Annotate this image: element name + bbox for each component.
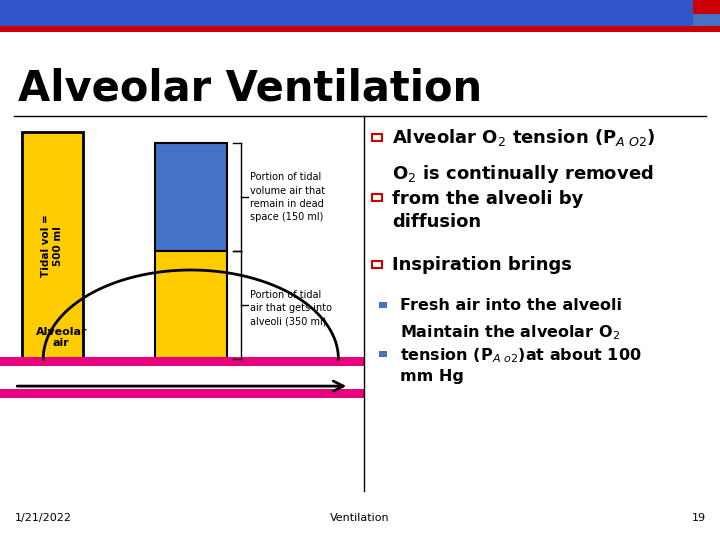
- Text: Portion of tidal
volume air that
remain in dead
space (150 ml): Portion of tidal volume air that remain …: [250, 172, 325, 222]
- Text: 1/21/2022: 1/21/2022: [14, 514, 71, 523]
- Text: Portion of tidal
air that gets into
alveoli (350 ml): Portion of tidal air that gets into alve…: [250, 289, 332, 326]
- Bar: [0, 357, 364, 366]
- Text: Alveolar O$_2$ tension (P$_{A\ O2}$): Alveolar O$_2$ tension (P$_{A\ O2}$): [392, 127, 656, 148]
- Bar: [372, 193, 382, 200]
- Text: Fresh air into the alveoli: Fresh air into the alveoli: [400, 298, 621, 313]
- Bar: [372, 261, 382, 268]
- Bar: [693, 0, 720, 26]
- Text: Tidal vol =
500 ml: Tidal vol = 500 ml: [42, 214, 63, 277]
- Text: 19: 19: [691, 514, 706, 523]
- Text: Maintain the alveolar O$_2$
tension (P$_{A\ o2}$)at about 100
mm Hg: Maintain the alveolar O$_2$ tension (P$_…: [400, 323, 642, 384]
- Text: Inspiration brings: Inspiration brings: [392, 255, 572, 274]
- Bar: [372, 134, 382, 141]
- Bar: [22, 132, 83, 359]
- Bar: [0, 0, 720, 26]
- Bar: [0, 389, 364, 398]
- Text: Alveolar
air: Alveolar air: [35, 327, 87, 348]
- Bar: [379, 351, 387, 356]
- Bar: [0, 26, 720, 32]
- Bar: [155, 251, 227, 359]
- Text: O$_2$ is continually removed
from the alveoli by
diffusion: O$_2$ is continually removed from the al…: [392, 163, 654, 231]
- Bar: [155, 143, 227, 251]
- Text: Ventilation: Ventilation: [330, 514, 390, 523]
- Bar: [693, 14, 720, 26]
- Bar: [379, 302, 387, 308]
- Text: Alveolar Ventilation: Alveolar Ventilation: [18, 68, 482, 110]
